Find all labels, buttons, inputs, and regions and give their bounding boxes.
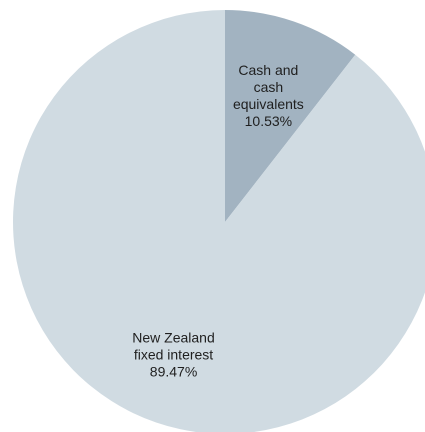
slice-name-line: New Zealand [132,329,215,345]
pie-slice-1 [13,10,425,432]
slice-name-line: Cash and [238,62,298,78]
slice-name-line: equivalents [233,96,304,112]
pie-slice-label-0: Cash and cash equivalents 10.53% [233,62,304,129]
slice-name-line: fixed interest [134,346,213,362]
slice-name-line: cash [254,79,284,95]
pie-slice-label-1: New Zealand fixed interest 89.47% [132,329,215,379]
pie-slice-0 [225,10,356,222]
pie-labels: Cash and cash equivalents 10.53% New Zealand… [132,62,304,379]
pie-slices [13,10,425,432]
slice-value-label: 10.53% [245,113,292,129]
slice-value-label: 89.47% [150,363,197,379]
